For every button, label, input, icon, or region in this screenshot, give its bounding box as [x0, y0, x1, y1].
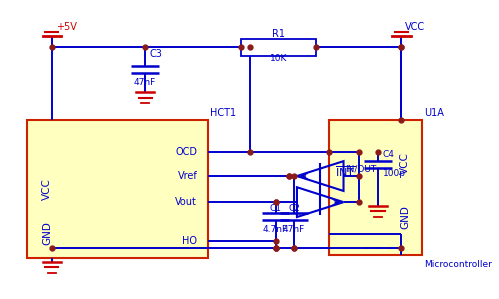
Text: VCC: VCC [400, 152, 410, 174]
Text: U1A: U1A [425, 108, 445, 118]
Bar [241, 39, 315, 56]
Text: GND: GND [42, 221, 52, 245]
Text: C3: C3 [150, 49, 163, 59]
Text: 10K: 10K [269, 54, 287, 63]
Text: GND: GND [400, 205, 410, 229]
Text: 47nF: 47nF [134, 78, 156, 87]
Bar [329, 120, 422, 255]
Text: 47nF: 47nF [283, 225, 305, 234]
Bar [27, 120, 209, 258]
Text: VCC: VCC [42, 178, 52, 200]
Text: Vref: Vref [178, 171, 197, 181]
Text: C1: C1 [269, 204, 281, 213]
Text: IN/OUT: IN/OUT [345, 164, 377, 173]
Text: $\overline{\mathrm{INT}}$: $\overline{\mathrm{INT}}$ [335, 164, 356, 179]
Text: 100p: 100p [383, 169, 406, 178]
Text: HCT1: HCT1 [210, 108, 237, 118]
Text: OCD: OCD [175, 147, 197, 157]
Text: C2: C2 [288, 204, 300, 213]
Text: Microcontroller: Microcontroller [425, 260, 493, 269]
Text: 4.7nF: 4.7nF [263, 225, 288, 234]
Text: Vout: Vout [175, 197, 197, 207]
Text: C4: C4 [383, 150, 395, 159]
Text: R1: R1 [272, 28, 285, 39]
Text: VCC: VCC [405, 22, 425, 32]
Text: HO: HO [182, 236, 197, 246]
Text: +5V: +5V [56, 22, 76, 32]
